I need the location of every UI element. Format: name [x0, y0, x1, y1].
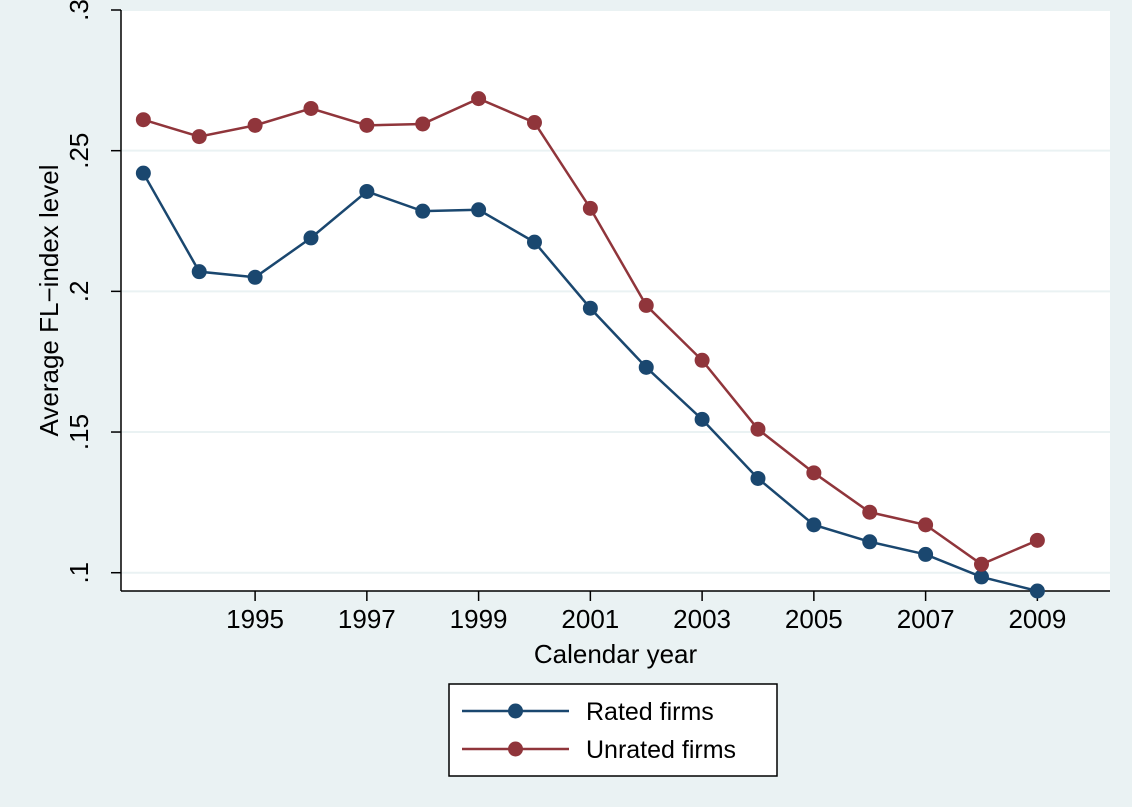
data-point [582, 300, 598, 316]
data-point [526, 234, 542, 250]
legend-item: Unrated firms [462, 736, 736, 764]
x-tick-label: 2009 [1008, 604, 1066, 634]
y-tick-label: .25 [64, 133, 94, 169]
data-point [359, 117, 375, 133]
legend-label: Rated firms [586, 698, 714, 726]
data-point [415, 116, 431, 132]
data-point [191, 264, 207, 280]
data-point [303, 230, 319, 246]
plot-area [121, 10, 1110, 591]
data-point [135, 112, 151, 128]
data-point [973, 569, 989, 585]
data-point [694, 352, 710, 368]
data-point [303, 100, 319, 116]
data-point [1029, 583, 1045, 599]
x-axis-title: Calendar year [534, 639, 698, 669]
data-point [806, 517, 822, 533]
data-point [638, 359, 654, 375]
y-tick-label: .2 [64, 281, 94, 303]
data-point [191, 129, 207, 145]
x-tick-label: 2003 [673, 604, 731, 634]
legend-marker [508, 703, 523, 719]
data-point [638, 297, 654, 313]
y-tick-label: .15 [64, 414, 94, 450]
legend: Rated firms Unrated firms [448, 683, 778, 777]
series-rated-firms [135, 165, 1045, 599]
data-point [471, 91, 487, 107]
data-point [1029, 532, 1045, 548]
data-point [806, 465, 822, 481]
data-point [750, 470, 766, 486]
y-axis-title: Average FL−index level [34, 165, 64, 437]
axes: .1 .15 .2 .25 .3 1995 1997 1999 2001 2003 2005 2007… [64, 0, 1110, 634]
data-point [582, 200, 598, 216]
data-point [135, 165, 151, 181]
series-unrated-firms [135, 91, 1045, 572]
data-point [359, 183, 375, 199]
grid-lines [121, 9, 1110, 574]
data-point [862, 504, 878, 520]
legend-marker [508, 741, 523, 757]
y-tick-label: .3 [64, 0, 94, 21]
data-point [247, 269, 263, 285]
x-tick-label: 1995 [226, 604, 284, 634]
x-tick-label: 1999 [450, 604, 508, 634]
data-point [694, 411, 710, 427]
data-point [750, 421, 766, 437]
data-series [135, 91, 1045, 599]
legend-item: Rated firms [462, 698, 714, 726]
data-point [862, 534, 878, 550]
x-tick-label: 2001 [561, 604, 619, 634]
legend-label: Unrated firms [586, 736, 736, 764]
data-point [471, 202, 487, 218]
data-point [918, 546, 934, 562]
data-point [415, 203, 431, 219]
data-point [247, 117, 263, 133]
x-tick-label: 2005 [785, 604, 843, 634]
data-point [973, 556, 989, 572]
x-tick-label: 1997 [338, 604, 396, 634]
legend-box [448, 683, 778, 777]
data-point [918, 517, 934, 533]
data-point [526, 115, 542, 131]
y-tick-label: .1 [64, 562, 94, 584]
x-tick-label: 2007 [897, 604, 955, 634]
